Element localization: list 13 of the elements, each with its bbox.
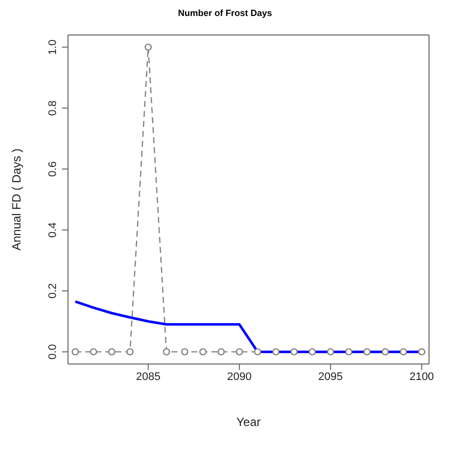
y-axis-title: Annual FD ( Days ) [9, 148, 24, 251]
x-tick-label: 2085 [136, 370, 160, 383]
chart-title: Number of Frost Days [176, 8, 274, 18]
y-tick-label: 0.0 [47, 344, 59, 360]
y-tick-label: 0.2 [47, 283, 59, 299]
x-axis-title: Year [236, 415, 261, 429]
y-tick-label: 0.8 [47, 100, 59, 116]
x-tick-label: 2095 [318, 370, 343, 383]
y-tick-label: 0.4 [47, 222, 59, 238]
y-tick-label: 1.0 [47, 40, 59, 55]
x-tick-label: 2100 [409, 370, 434, 383]
y-tick-label: 0.6 [47, 161, 59, 177]
x-tick-label: 2090 [227, 370, 252, 383]
